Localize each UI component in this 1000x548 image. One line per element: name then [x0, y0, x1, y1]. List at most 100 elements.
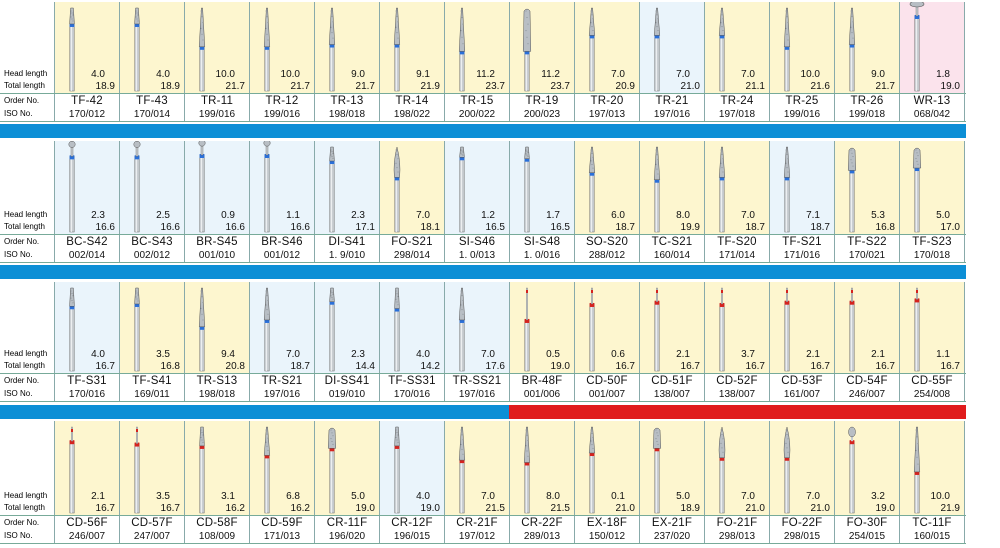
bur-grit-dot — [592, 156, 594, 158]
head-length-value: 7.1 — [806, 210, 820, 221]
total-length-value: 17.0 — [940, 222, 960, 233]
bur-grit-dot — [265, 290, 267, 292]
bur-shank — [329, 44, 335, 92]
iso-number: 254/008 — [900, 387, 965, 401]
bur-shank-highlight — [265, 319, 267, 371]
total-length-value: 20.8 — [225, 361, 245, 372]
product-cell: 0.9 16.6 — [185, 141, 250, 234]
bur-head — [198, 287, 206, 328]
bur-grit-dot — [786, 167, 788, 169]
bur-grit-dot — [722, 18, 724, 20]
iso-number-cells: ISO No. 246/007 247/007 108/009 171/013 196/0… — [0, 529, 966, 543]
bur-color-band — [654, 34, 660, 39]
product-cell: 7.0 21.0 — [770, 421, 835, 515]
bur-grit-dot — [397, 171, 399, 173]
head-length-value: 4.0 — [416, 491, 430, 502]
bur-shank — [264, 455, 270, 514]
bur-grit-dot — [590, 149, 592, 151]
bur-illustration — [784, 287, 790, 372]
bur-illustration — [909, 2, 925, 92]
order-no-label: Order No. — [4, 376, 40, 385]
bur-tip-band — [136, 429, 138, 432]
bur-grit-dot — [332, 298, 334, 300]
order-no-label: Order No. — [4, 96, 40, 105]
iso-number: 019/010 — [315, 387, 380, 401]
iso-number: 197/016 — [445, 387, 510, 401]
bur-shank — [69, 440, 75, 514]
bur-shank-highlight — [655, 179, 657, 232]
product-cell: 5.0 17.0 — [900, 141, 965, 234]
iso-number: 197/016 — [250, 387, 315, 401]
iso-number-cells: ISO No. 170/012 170/014 199/016 199/016 198/0… — [0, 107, 966, 121]
bur-shank-highlight — [330, 301, 332, 371]
total-length-value: 17.1 — [355, 222, 375, 233]
bur-color-band — [524, 318, 530, 323]
bur-grit-dot — [915, 158, 917, 160]
bur-color-band — [329, 300, 335, 305]
order-number: DI-SS41 — [315, 374, 380, 388]
bur-shank — [784, 177, 790, 233]
bur-grit-dot — [267, 299, 269, 301]
bur-illustration — [588, 426, 596, 514]
bur-grit-dot — [850, 159, 852, 161]
iso-number: 171/013 — [250, 529, 315, 543]
bur-shank — [394, 308, 400, 372]
bur-shank-highlight — [590, 172, 592, 232]
order-number: TF-S41 — [120, 374, 185, 388]
bur-grit-dot — [525, 153, 527, 155]
product-cell: 7.0 21.1 — [705, 2, 770, 93]
bur-shank — [329, 301, 335, 372]
bur-shank-highlight — [70, 156, 72, 232]
bur-grit-dot — [332, 293, 334, 295]
bur-shank — [719, 457, 725, 514]
bur-head — [653, 146, 661, 180]
iso-no-label: ISO No. — [4, 109, 33, 118]
total-length-value: 21.7 — [875, 81, 895, 92]
bur-head — [328, 7, 336, 45]
bur-grit-dot — [915, 429, 917, 431]
bur-shank-highlight — [200, 326, 202, 371]
bur-grit-dot — [657, 29, 659, 31]
bur-shank — [459, 459, 465, 514]
product-cell: 9.0 21.7 — [835, 2, 900, 93]
bur-head — [263, 7, 271, 48]
total-length-value: 19.0 — [355, 503, 375, 514]
bur-shank — [459, 51, 465, 92]
bur-illustration — [914, 287, 920, 372]
head-length-value: 7.0 — [416, 210, 430, 221]
bur-grit-dot — [852, 165, 854, 167]
bur-grit-dot — [136, 292, 138, 294]
bur-grit-dot — [135, 10, 137, 12]
head-length-value: 2.1 — [91, 491, 105, 502]
bur-grit-dot — [655, 10, 657, 12]
bur-grit-dot — [851, 152, 853, 154]
bur-grit-dot — [72, 14, 74, 16]
bur-shank-highlight — [330, 44, 332, 91]
head-length-value: 1.7 — [546, 210, 560, 221]
iso-no-label-cell: ISO No. — [0, 248, 55, 262]
bur-grit-dot — [137, 300, 139, 302]
order-number: FO-S21 — [380, 235, 445, 249]
bur-grit-dot — [137, 20, 139, 22]
bur-grit-dot — [200, 290, 202, 292]
bur-tip-band — [591, 290, 593, 293]
bur-grit-dot — [202, 441, 204, 443]
bur-grit-dot — [590, 429, 592, 431]
order-number: CD-57F — [120, 516, 185, 530]
bur-grit-dot — [397, 304, 399, 306]
bur-grit-dot — [852, 21, 854, 23]
bur-grit-dot — [331, 441, 333, 443]
iso-number: 198/018 — [185, 387, 250, 401]
head-length-value: 5.0 — [936, 210, 950, 221]
order-number: CD-54F — [835, 374, 900, 388]
bur-grit-dot — [201, 16, 203, 18]
bur-grit-dot — [720, 22, 722, 24]
bur-shank — [394, 177, 400, 233]
bur-grit-dot — [136, 18, 138, 20]
bur-shank — [784, 457, 790, 514]
product-row-cells: Head length Total length 2.1 16.7 3.5 16.7 3.1… — [0, 421, 966, 515]
iso-number: 289/013 — [510, 529, 575, 543]
bur-shank-highlight — [395, 308, 397, 371]
bur-grit-dot — [200, 27, 202, 29]
head-length-value: 3.1 — [221, 491, 235, 502]
